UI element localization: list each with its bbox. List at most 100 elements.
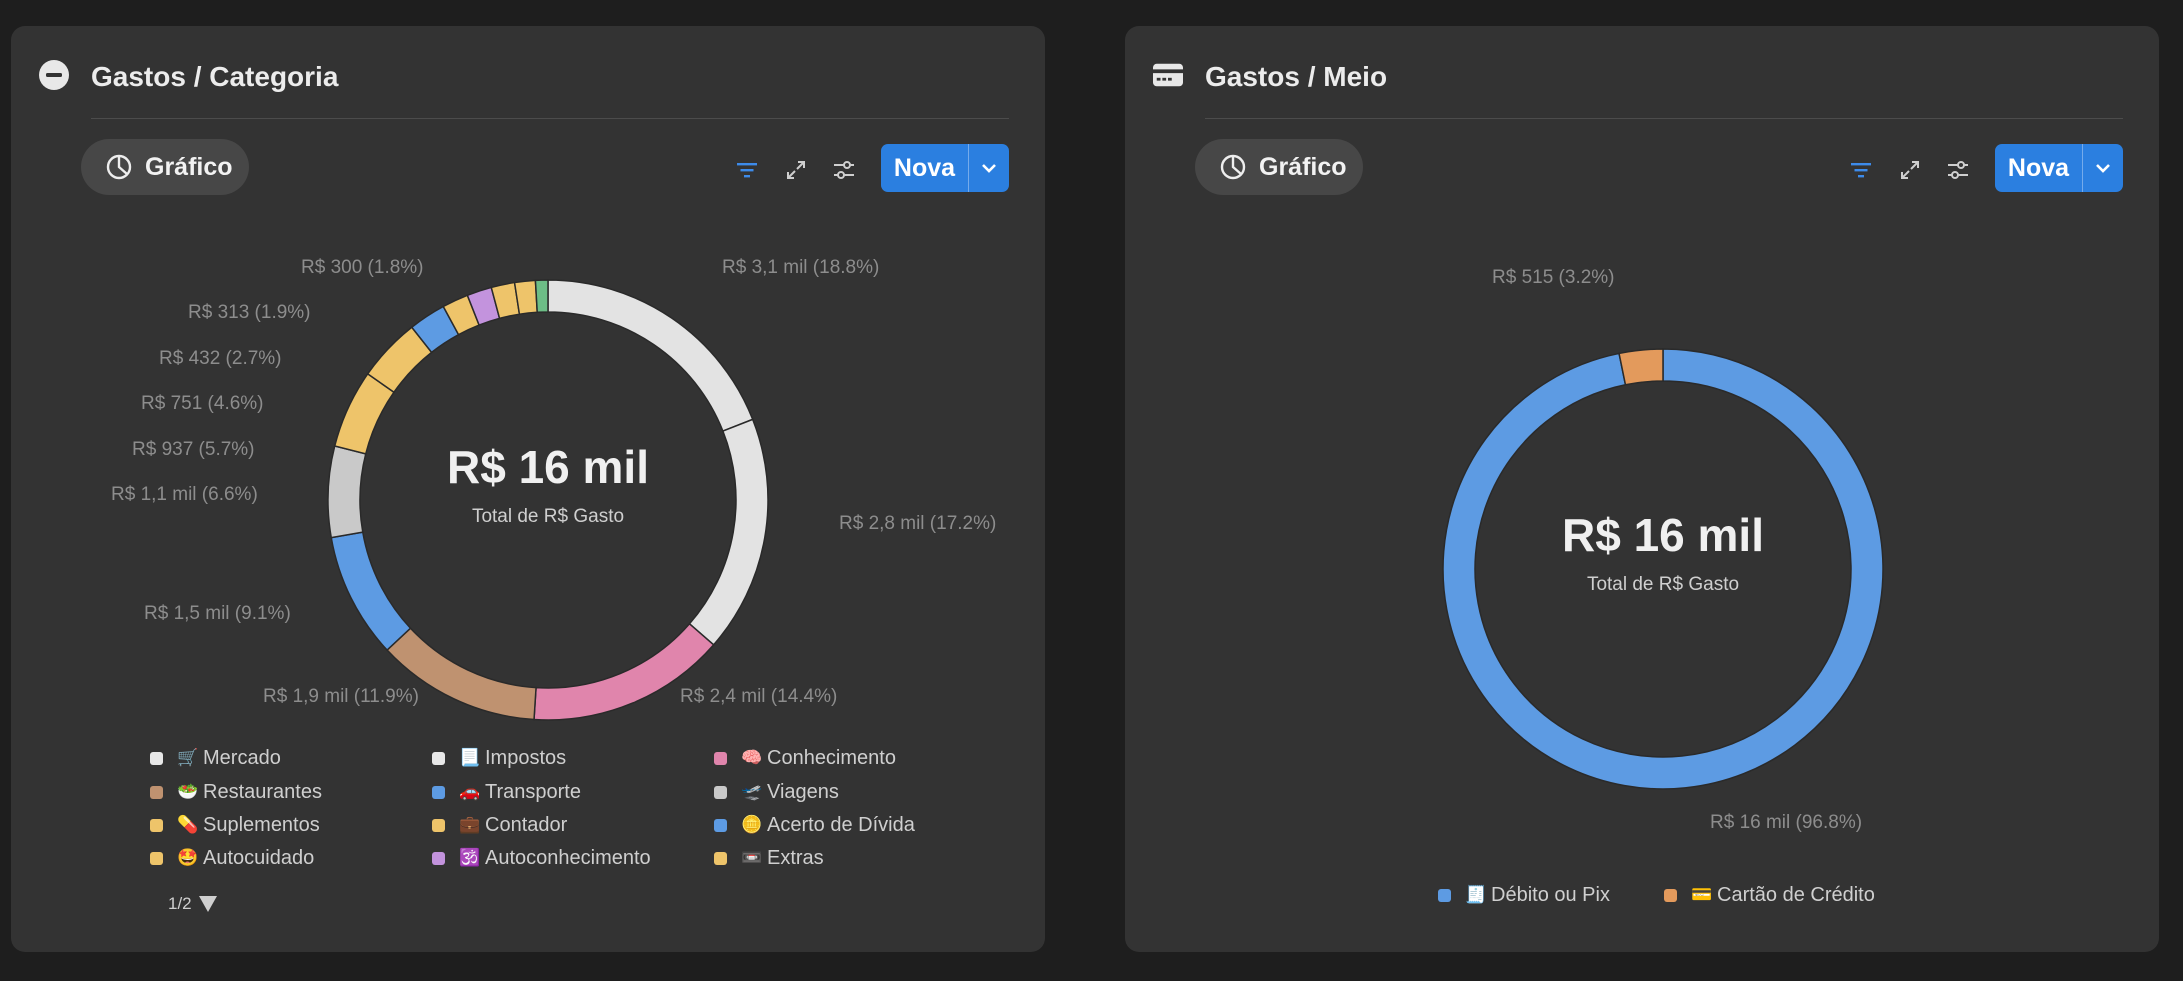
expand-icon[interactable] (782, 156, 810, 184)
slice-label: R$ 1,1 mil (6.6%) (111, 484, 258, 505)
legend-pager[interactable]: 1/2 (168, 894, 218, 914)
slice-label: R$ 313 (1.9%) (188, 302, 311, 323)
slice-label: R$ 432 (2.7%) (159, 348, 282, 369)
pie-chart-icon (106, 154, 132, 180)
expand-icon[interactable] (1896, 156, 1924, 184)
legend-item[interactable]: 💼 Contador (432, 813, 567, 837)
legend-item[interactable]: 💳 Cartão de Crédito (1664, 883, 1875, 907)
legend-label: Extras (767, 846, 824, 869)
legend-item[interactable]: 🛫 Viagens (714, 780, 839, 804)
legend-label: Mercado (203, 746, 281, 769)
brain-icon: 🧠 (741, 748, 763, 767)
slice-label: R$ 3,1 mil (18.8%) (722, 257, 879, 278)
car-icon: 🚗 (459, 782, 481, 801)
legend-label: Contador (485, 813, 568, 836)
pill-icon: 💊 (177, 815, 199, 834)
shopping-cart-icon: 🛒 (177, 748, 199, 767)
pager-text: 1/2 (168, 894, 192, 913)
new-button[interactable]: Nova (1995, 144, 2123, 192)
legend-swatch (150, 785, 163, 799)
coin-icon: 🪙 (741, 815, 763, 834)
slice-label: R$ 300 (1.8%) (301, 257, 424, 278)
star-struck-icon: 🤩 (177, 848, 199, 867)
new-button[interactable]: Nova (881, 144, 1009, 192)
total-value: R$ 16 mil (1562, 509, 1764, 561)
new-button-label[interactable]: Nova (2007, 153, 2070, 182)
legend-label: Restaurantes (203, 780, 322, 803)
payment-method-panel: Gastos / Meio Gráfico Nova R$ 16 mil Tot… (1125, 26, 2159, 952)
sliders-icon[interactable] (1944, 156, 1972, 184)
panel-title: Gastos / Meio (1205, 61, 1388, 92)
legend-swatch (432, 818, 445, 832)
donut-slice[interactable] (1618, 348, 1664, 386)
legend-label: Transporte (485, 780, 581, 803)
legend-swatch (150, 818, 163, 832)
panel-title: Gastos / Categoria (91, 61, 339, 92)
document-icon: 📃 (459, 748, 481, 767)
total-caption: Total de R$ Gasto (1587, 574, 1739, 595)
legend-item[interactable]: 🥗 Restaurantes (150, 780, 322, 804)
legend-item[interactable]: 🛒 Mercado (150, 746, 281, 770)
new-button-label[interactable]: Nova (893, 153, 956, 182)
filter-icon[interactable] (733, 156, 761, 184)
donut-slice[interactable] (327, 445, 367, 539)
legend-label: Impostos (485, 746, 567, 769)
chevron-down-icon[interactable] (968, 144, 1009, 192)
triangle-down-icon[interactable] (198, 895, 218, 913)
legend-item[interactable]: 🪙 Acerto de Dívida (714, 813, 915, 837)
view-button-label: Gráfico (145, 152, 233, 181)
legend-item[interactable]: 🚗 Transporte (432, 780, 581, 804)
legend-label: Cartão de Crédito (1717, 883, 1875, 906)
credit-card-icon (1153, 60, 1183, 90)
legend-item[interactable]: 🤩 Autocuidado (150, 846, 314, 870)
receipt-icon: 🧾 (1465, 885, 1487, 904)
legend-swatch (714, 818, 727, 832)
credit-card-icon: 💳 (1691, 885, 1713, 904)
legend-label: Débito ou Pix (1491, 883, 1610, 906)
legend-item[interactable]: 📼 Extras (714, 846, 824, 870)
donut-slice[interactable] (534, 279, 549, 314)
donut-slice[interactable] (688, 418, 769, 646)
chart-view-button[interactable]: Gráfico (81, 139, 249, 195)
title-divider (91, 118, 1009, 119)
donut-slice[interactable] (330, 531, 412, 652)
legend-item[interactable]: 🧠 Conhecimento (714, 746, 896, 770)
legend-swatch (714, 785, 727, 799)
legend-swatch (1438, 888, 1451, 902)
legend-item[interactable]: 🧾 Débito ou Pix (1438, 883, 1610, 907)
minus-circle-icon[interactable] (39, 60, 69, 90)
legend-swatch (150, 751, 163, 765)
legend-swatch (432, 851, 445, 865)
sliders-icon[interactable] (830, 156, 858, 184)
slice-label: R$ 515 (3.2%) (1492, 267, 1615, 288)
legend-swatch (1664, 888, 1677, 902)
donut-slice[interactable] (513, 279, 539, 316)
om-icon: 🕉️ (459, 848, 481, 867)
legend-label: Autocuidado (203, 846, 315, 869)
donut-slice[interactable] (1442, 348, 1884, 790)
slice-label: R$ 1,9 mil (11.9%) (263, 686, 419, 707)
legend-label: Autoconhecimento (485, 846, 651, 869)
salad-icon: 🥗 (177, 782, 199, 801)
view-button-label: Gráfico (1259, 152, 1347, 181)
briefcase-icon: 💼 (459, 815, 481, 834)
total-value: R$ 16 mil (447, 441, 649, 493)
filter-icon[interactable] (1847, 156, 1875, 184)
legend-item[interactable]: 💊 Suplementos (150, 813, 320, 837)
slice-label: R$ 2,8 mil (17.2%) (839, 513, 996, 534)
donut-slice[interactable] (547, 279, 754, 433)
category-spending-panel: Gastos / Categoria Gráfico Nova R$ 16 mi… (11, 26, 1045, 952)
legend-item[interactable]: 📃 Impostos (432, 746, 566, 770)
title-divider (1205, 118, 2123, 119)
category-donut-chart: R$ 16 mil Total de R$ Gasto R$ 3,1 mil (… (111, 257, 996, 721)
slice-label: R$ 937 (5.7%) (132, 439, 255, 460)
legend-swatch (432, 785, 445, 799)
chevron-down-icon[interactable] (2082, 144, 2123, 192)
legend-label: Viagens (767, 780, 839, 803)
chart-view-button[interactable]: Gráfico (1195, 139, 1363, 195)
slice-label: R$ 1,5 mil (9.1%) (144, 603, 291, 624)
slice-label: R$ 2,4 mil (14.4%) (680, 686, 837, 707)
slice-label: R$ 751 (4.6%) (141, 393, 264, 414)
legend-label: Conhecimento (767, 746, 896, 769)
legend-item[interactable]: 🕉️ Autoconhecimento (432, 846, 651, 870)
